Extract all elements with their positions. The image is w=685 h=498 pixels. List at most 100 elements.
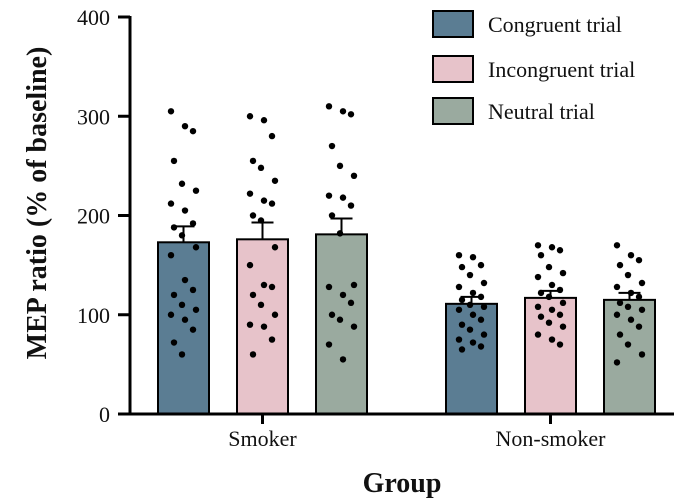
data-point-1-0-21 — [249, 351, 257, 358]
legend-label-0: Congruent trial — [488, 12, 622, 37]
bar-1-1 — [524, 296, 577, 415]
bar-2-0 — [315, 233, 368, 415]
data-point-1-0-16 — [257, 301, 265, 309]
data-point-0-1-5 — [480, 279, 488, 287]
y-tick-label-1: 100 — [77, 303, 110, 328]
data-point-2-1-15 — [616, 331, 624, 338]
data-point-2-0-5 — [350, 172, 358, 179]
data-point-0-1-13 — [469, 311, 477, 318]
x-tick-label-1: Non-smoker — [496, 426, 607, 451]
data-point-0-0-13 — [181, 276, 189, 284]
data-point-2-1-3 — [616, 261, 624, 269]
data-point-1-1-7 — [548, 281, 556, 289]
legend-swatch-2 — [432, 97, 474, 125]
data-point-0-0-19 — [181, 316, 189, 323]
data-point-1-0-11 — [271, 244, 279, 251]
data-point-2-1-10 — [624, 303, 632, 311]
data-point-0-0-17 — [192, 306, 200, 313]
data-point-1-0-9 — [249, 212, 257, 219]
data-point-0-0-7 — [181, 207, 189, 214]
x-axis-title: Group — [363, 468, 442, 498]
data-point-2-0-14 — [347, 299, 355, 307]
data-point-1-0-6 — [246, 190, 254, 197]
data-point-1-0-5 — [271, 177, 279, 184]
data-point-1-1-11 — [559, 299, 567, 307]
data-point-1-1-13 — [548, 306, 556, 313]
data-point-1-1-19 — [548, 336, 556, 343]
data-point-0-1-8 — [477, 293, 485, 301]
data-point-0-1-7 — [469, 289, 477, 297]
data-point-0-1-10 — [466, 301, 474, 309]
data-point-0-0-3 — [170, 157, 178, 165]
data-point-1-0-20 — [268, 336, 276, 343]
data-point-0-0-4 — [178, 180, 186, 187]
data-point-0-0-2 — [189, 127, 197, 135]
data-point-0-1-15 — [458, 321, 466, 328]
data-point-0-0-21 — [170, 339, 178, 346]
data-point-2-0-2 — [347, 111, 355, 118]
data-point-0-0-0 — [167, 108, 175, 115]
data-point-1-0-8 — [268, 200, 276, 207]
data-point-1-0-4 — [257, 164, 265, 172]
data-point-0-1-16 — [466, 326, 474, 333]
data-point-1-0-0 — [246, 113, 254, 120]
data-point-0-0-14 — [189, 286, 197, 294]
data-point-1-1-2 — [556, 247, 564, 254]
data-point-2-1-2 — [635, 256, 643, 264]
data-point-2-1-0 — [613, 242, 621, 249]
data-point-1-1-10 — [545, 293, 553, 301]
data-point-0-1-0 — [455, 252, 463, 259]
data-point-1-0-13 — [260, 281, 268, 289]
data-point-1-1-5 — [559, 269, 567, 277]
data-point-0-1-4 — [466, 271, 474, 279]
x-tick-label-0: Smoker — [228, 426, 297, 451]
data-point-0-0-16 — [178, 301, 186, 309]
data-point-2-0-17 — [350, 323, 358, 330]
legend-swatch-1 — [432, 55, 474, 83]
data-point-2-1-1 — [627, 252, 635, 259]
data-point-2-1-13 — [627, 316, 635, 323]
data-point-1-1-1 — [548, 244, 556, 251]
data-point-1-1-12 — [534, 303, 542, 311]
data-point-2-1-8 — [635, 293, 643, 301]
data-point-0-1-11 — [480, 303, 488, 311]
data-point-0-1-14 — [477, 316, 485, 323]
data-point-0-0-20 — [189, 326, 197, 333]
data-point-1-0-18 — [246, 321, 254, 328]
y-tick-label-0: 0 — [99, 402, 110, 427]
data-point-1-1-4 — [545, 263, 553, 271]
data-point-1-1-20 — [556, 341, 564, 348]
data-point-1-0-2 — [268, 132, 276, 140]
data-point-1-0-10 — [257, 217, 265, 224]
data-point-0-1-1 — [469, 253, 477, 261]
data-point-0-1-9 — [458, 296, 466, 304]
data-point-0-0-8 — [189, 220, 197, 227]
data-point-2-1-16 — [624, 341, 632, 348]
data-point-0-0-18 — [167, 311, 175, 318]
data-point-1-1-14 — [556, 311, 564, 318]
data-point-2-1-18 — [613, 359, 621, 366]
data-point-2-0-11 — [350, 281, 358, 289]
data-point-0-0-1 — [181, 122, 189, 130]
data-point-2-1-6 — [613, 283, 621, 291]
legend-label-2: Neutral trial — [488, 99, 595, 124]
data-point-2-1-12 — [613, 311, 621, 318]
data-point-0-0-11 — [192, 244, 200, 251]
legend-label-1: Incongruent trial — [488, 57, 635, 82]
data-point-1-1-6 — [534, 273, 542, 281]
y-tick-label-4: 400 — [77, 5, 110, 30]
data-point-0-0-15 — [170, 291, 178, 299]
data-point-2-0-12 — [325, 283, 333, 291]
data-point-2-1-5 — [638, 279, 646, 287]
data-point-1-1-3 — [537, 252, 545, 259]
data-point-0-1-20 — [477, 343, 485, 350]
data-point-0-1-19 — [469, 339, 477, 346]
data-point-2-0-0 — [325, 103, 333, 110]
data-point-1-1-8 — [556, 286, 564, 294]
data-point-0-1-6 — [455, 283, 463, 291]
data-point-1-1-0 — [534, 242, 542, 249]
data-point-1-0-15 — [249, 291, 257, 299]
data-point-0-1-3 — [458, 263, 466, 271]
data-point-2-0-15 — [328, 311, 336, 318]
